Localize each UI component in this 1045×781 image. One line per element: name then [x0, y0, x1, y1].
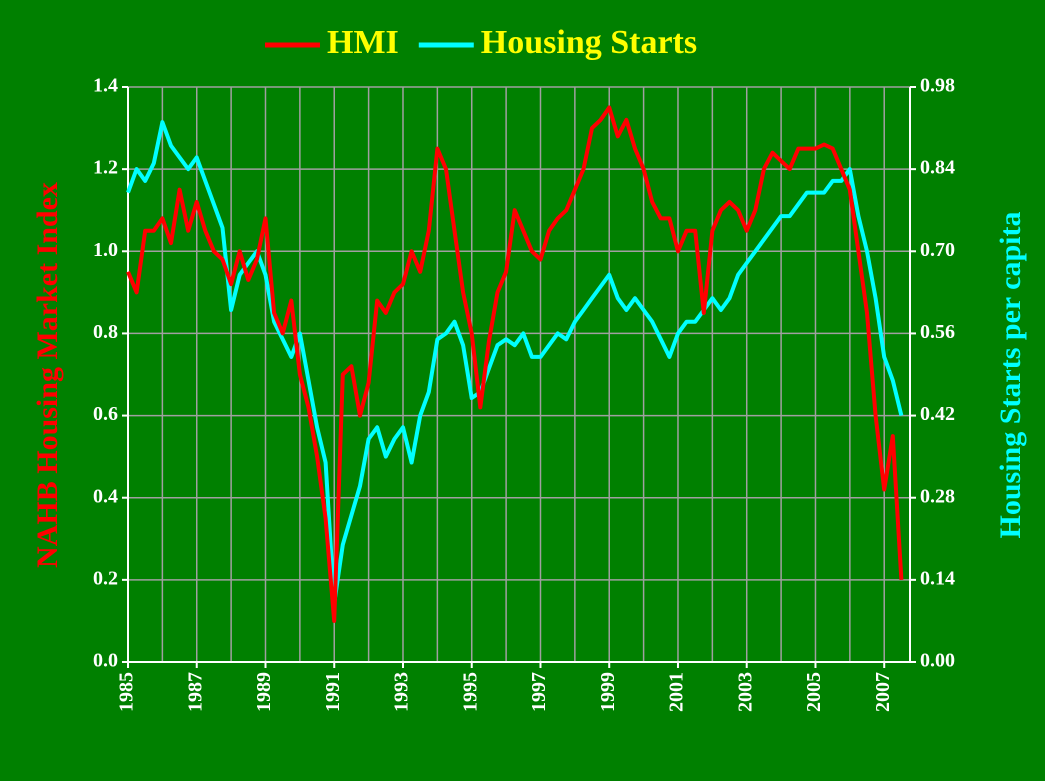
y2-tick-label: 0.00	[920, 650, 955, 672]
y2-tick-label: 0.98	[920, 75, 955, 97]
y-axis-label: NAHB Housing Market Index	[31, 182, 64, 568]
legend-label: Housing Starts	[481, 24, 697, 61]
y-tick-label: 0.4	[93, 485, 118, 507]
x-tick-label: 2007	[872, 672, 894, 712]
y2-tick-label: 0.14	[920, 567, 955, 589]
y2-tick-label: 0.56	[920, 321, 955, 343]
x-tick-label: 1991	[322, 672, 344, 712]
x-tick-label: 2003	[734, 672, 756, 712]
x-tick-label: 1999	[597, 672, 619, 712]
y-tick-label: 0.2	[93, 567, 118, 589]
y-tick-label: 1.4	[93, 75, 118, 97]
y2-tick-label: 0.42	[920, 403, 955, 425]
y-tick-label: 1.0	[93, 239, 118, 261]
x-tick-label: 1995	[459, 672, 481, 712]
x-tick-label: 1987	[184, 672, 206, 712]
y-tick-label: 0.6	[93, 403, 118, 425]
y-tick-label: 0.8	[93, 321, 118, 343]
series-line	[126, 105, 904, 623]
y2-axis-label: Housing Starts per capita	[994, 212, 1027, 539]
x-tick-label: 1993	[391, 672, 413, 712]
y2-tick-label: 0.28	[920, 485, 955, 507]
y2-tick-label: 0.84	[920, 157, 955, 179]
x-tick-label: 2005	[803, 672, 825, 712]
x-tick-label: 2001	[666, 672, 688, 712]
y2-tick-label: 0.70	[920, 239, 955, 261]
x-tick-label: 1989	[253, 672, 275, 712]
x-tick-label: 1985	[116, 672, 138, 712]
y-tick-label: 1.2	[93, 157, 118, 179]
x-tick-label: 1997	[528, 672, 550, 712]
legend-label: HMI	[327, 24, 399, 61]
y-tick-label: 0.0	[93, 650, 118, 672]
